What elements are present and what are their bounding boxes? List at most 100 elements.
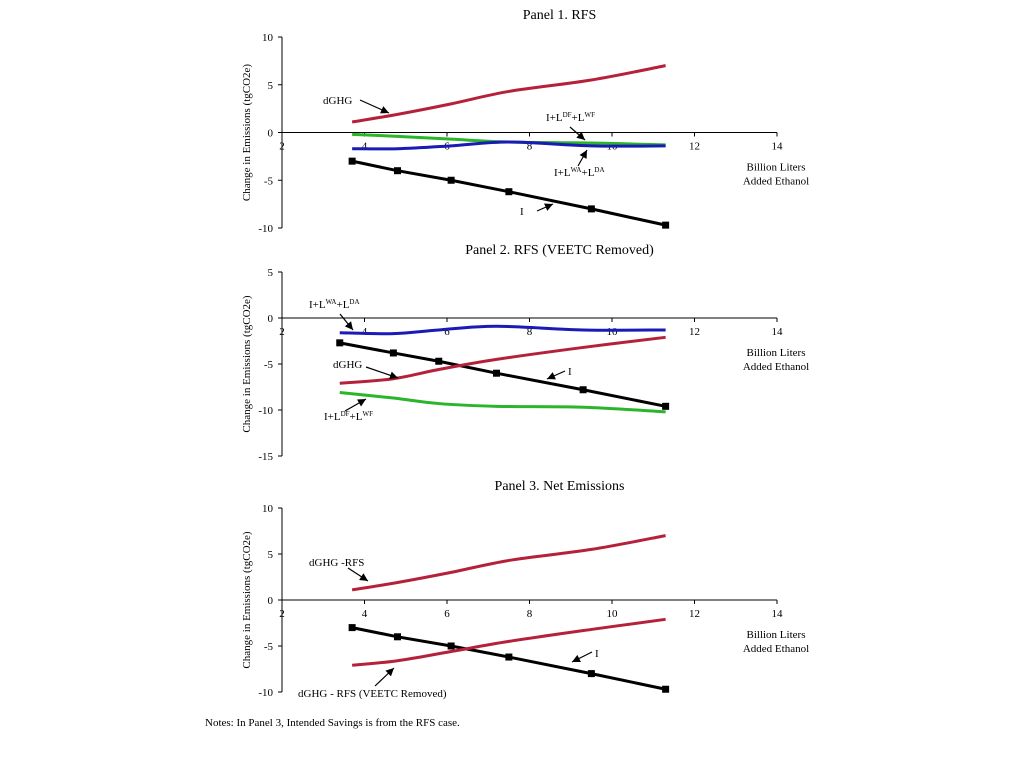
arrow-head — [385, 668, 394, 677]
arrow-head — [576, 131, 585, 140]
y-tick-label: -15 — [258, 451, 273, 463]
x-axis-label: Added Ethanol — [743, 176, 809, 188]
arrow-head — [572, 654, 581, 662]
x-axis-label: Billion Liters — [747, 347, 806, 359]
annotation-label: I+LDF+LWF — [546, 111, 595, 124]
annotation-sup: WA — [571, 166, 582, 174]
series-line — [339, 341, 666, 408]
x-tick-label: 4 — [362, 141, 368, 153]
y-tick-label: 5 — [268, 80, 274, 92]
data-point — [662, 402, 670, 410]
data-point — [348, 157, 356, 165]
y-tick-label: 5 — [268, 549, 274, 561]
series-line — [351, 64, 666, 124]
annotation-sup: WF — [362, 410, 373, 418]
data-point — [662, 221, 670, 229]
annotation-text: I+L — [554, 167, 571, 179]
y-tick-label: -10 — [258, 405, 273, 417]
x-tick-label: 2 — [279, 326, 285, 338]
x-tick-label: 12 — [689, 326, 700, 338]
y-tick-label: -10 — [258, 687, 273, 699]
data-point — [505, 653, 513, 661]
y-tick-label: 0 — [268, 313, 274, 325]
panel-3: Panel 3. Net Emissions -10 -5 0 5 10 2 4 6 8 10 12 1… — [241, 479, 809, 700]
annotation-text: I+L — [546, 112, 563, 124]
arrow-head — [547, 372, 556, 380]
annotation-label: I — [595, 648, 599, 660]
x-tick-label: 4 — [362, 608, 368, 620]
data-point — [435, 357, 443, 365]
x-tick-label: 2 — [279, 608, 285, 620]
data-point — [336, 339, 344, 347]
series-line — [352, 140, 666, 151]
data-point — [493, 369, 500, 377]
x-tick-label: 12 — [689, 608, 700, 620]
annotation-sup: WF — [584, 111, 595, 119]
series-line — [351, 617, 666, 667]
x-tick-label: 8 — [527, 326, 533, 338]
annotation-label: I+LWA+LDA — [309, 298, 360, 311]
data-point — [662, 685, 670, 693]
arrow-head — [380, 106, 389, 114]
x-axis-label: Billion Liters — [747, 162, 806, 174]
x-tick-label: 14 — [772, 326, 784, 338]
x-axis-label: Billion Liters — [747, 629, 806, 641]
annotation-text: +L — [336, 299, 349, 311]
annotation-text: +L — [572, 112, 585, 124]
annotation-sup: DF — [563, 111, 572, 119]
series-line — [351, 159, 666, 227]
series-line — [339, 391, 666, 414]
annotation-label: I — [568, 366, 572, 378]
y-tick-label: 10 — [262, 32, 274, 44]
x-tick-label: 6 — [444, 326, 450, 338]
x-tick-label: 14 — [772, 608, 784, 620]
arrow-head — [389, 371, 398, 380]
annotation-text: I+L — [309, 299, 326, 311]
panel-title: Panel 3. Net Emissions — [495, 479, 625, 494]
data-point — [389, 349, 397, 357]
y-tick-label: 0 — [268, 128, 274, 140]
annotation-label: dGHG - RFS (VEETC Removed) — [298, 688, 447, 700]
series-line — [351, 626, 666, 691]
y-tick-label: -5 — [264, 641, 274, 653]
annotation-label: dGHG — [323, 95, 352, 107]
y-tick-label: -5 — [264, 359, 274, 371]
annotation-text: +L — [350, 411, 363, 423]
series-line — [339, 324, 666, 336]
annotation-text: +L — [581, 167, 594, 179]
data-point — [394, 633, 401, 641]
annotation-label: I+LDF+LWF — [324, 410, 373, 423]
y-axis-label: Change in Emissions (tgCO2e) — [241, 531, 253, 669]
notes-text: Notes: In Panel 3, Intended Savings is f… — [205, 717, 460, 729]
x-tick-label: 10 — [607, 326, 619, 338]
annotation-label: I — [520, 206, 524, 218]
data-point — [587, 670, 595, 678]
data-point — [587, 205, 595, 213]
data-point — [348, 624, 356, 632]
arrow-head — [359, 573, 368, 581]
arrow-head — [344, 321, 353, 330]
arrow-head — [357, 399, 366, 407]
annotation-sup: DF — [341, 410, 350, 418]
y-tick-label: -5 — [264, 175, 274, 187]
annotation-sup: DA — [349, 298, 359, 306]
y-tick-label: 0 — [268, 595, 274, 607]
series-line — [339, 335, 666, 385]
y-tick-label: -10 — [258, 223, 273, 235]
arrow-head — [544, 203, 553, 211]
x-tick-label: 10 — [607, 608, 619, 620]
annotation-label: dGHG -RFS — [309, 557, 364, 569]
data-point — [447, 642, 455, 650]
y-tick-label: 10 — [262, 503, 274, 515]
y-axis-label: Change in Emissions (tgCO2e) — [241, 295, 253, 433]
annotation-label: I+LWA+LDA — [554, 166, 605, 179]
x-axis-label: Added Ethanol — [743, 361, 809, 373]
panel-title: Panel 2. RFS (VEETC Removed) — [465, 243, 654, 258]
series-line — [351, 534, 666, 592]
x-tick-label: 6 — [444, 608, 450, 620]
annotation-text: I+L — [324, 411, 341, 423]
x-tick-label: 2 — [279, 141, 285, 153]
x-tick-label: 8 — [527, 141, 533, 153]
